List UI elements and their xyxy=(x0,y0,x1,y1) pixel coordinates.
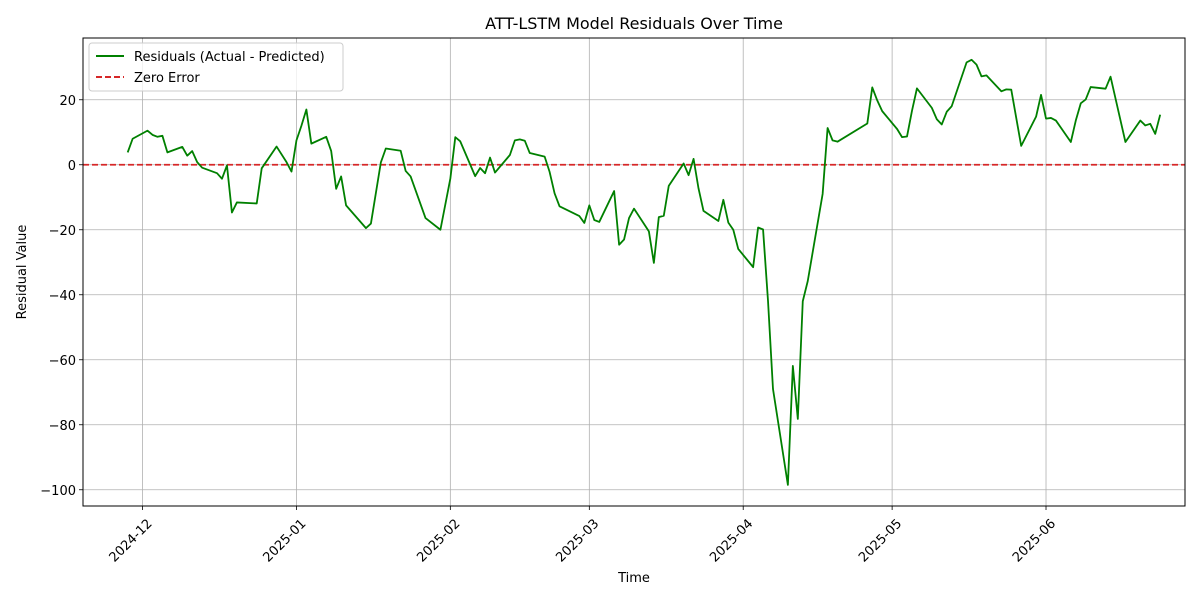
legend-label-residuals: Residuals (Actual - Predicted) xyxy=(134,50,325,65)
series-layer xyxy=(126,58,1162,486)
x-axis-ticks: 2024-12 2025-01 2025-02 2025-03 2025-04 2025-… xyxy=(107,506,1059,565)
y-axis-ticks: 20 0 −20 −40 −60 −80 −100 xyxy=(40,94,83,499)
x-tick-label: 2025-02 xyxy=(414,516,463,565)
residuals-series-line xyxy=(126,58,1162,486)
x-tick-label: 2025-03 xyxy=(553,516,602,565)
legend-label-zero-error: Zero Error xyxy=(134,71,200,86)
x-tick-label: 2025-06 xyxy=(1010,516,1059,565)
x-tick-label: 2025-01 xyxy=(260,516,309,565)
y-tick-label: −20 xyxy=(49,224,76,239)
x-tick-label: 2025-05 xyxy=(856,516,905,565)
y-tick-label: −80 xyxy=(49,419,76,434)
legend: Residuals (Actual - Predicted) Zero Erro… xyxy=(88,42,344,92)
x-axis-label: Time xyxy=(617,571,650,586)
x-tick-label: 2024-12 xyxy=(107,516,156,565)
y-tick-label: 0 xyxy=(68,159,76,174)
axes-frame xyxy=(82,37,1186,507)
grid xyxy=(83,38,1185,506)
y-tick-label: −60 xyxy=(49,354,76,369)
y-tick-label: −40 xyxy=(49,289,76,304)
y-tick-label: 20 xyxy=(59,94,76,109)
x-tick-label: 2025-04 xyxy=(707,516,756,565)
y-tick-label: −100 xyxy=(40,484,76,499)
y-axis-label: Residual Value xyxy=(15,225,30,320)
chart-title: ATT-LSTM Model Residuals Over Time xyxy=(485,14,783,33)
legend-box xyxy=(88,42,344,92)
